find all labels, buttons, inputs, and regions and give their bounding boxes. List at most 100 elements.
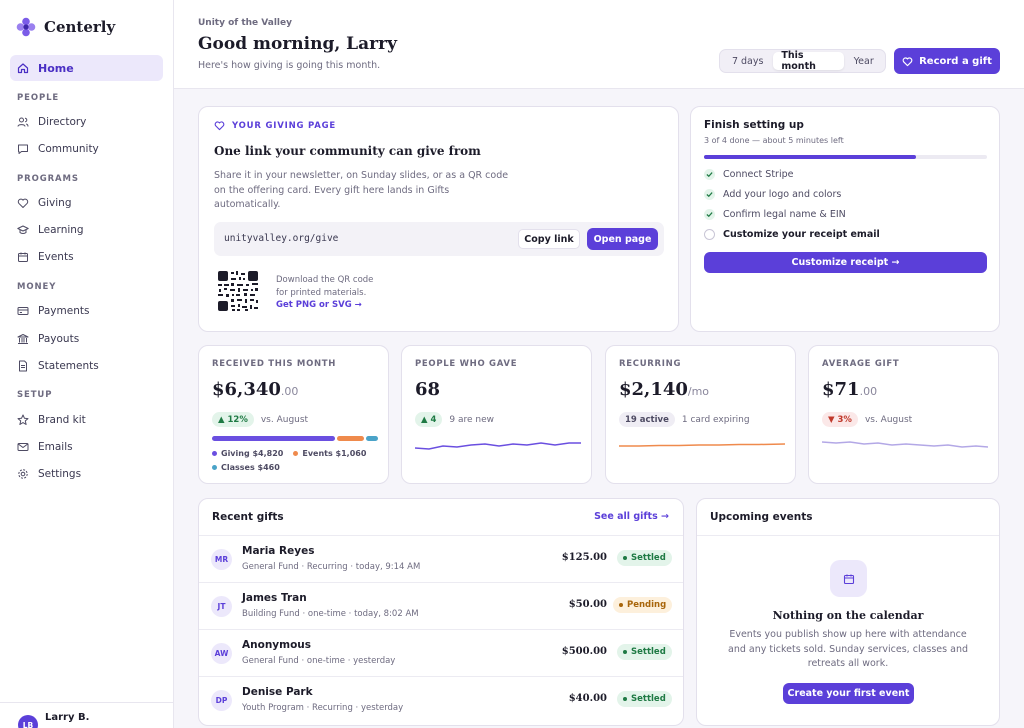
table-row[interactable]: MR Maria Reyes General Fund · Recurring … bbox=[199, 535, 683, 582]
setup-step[interactable]: Confirm legal name & EIN bbox=[704, 209, 846, 220]
setup-card: Finish setting up 3 of 4 done — about 5 … bbox=[690, 106, 1000, 332]
stat-note: 9 are new bbox=[449, 414, 495, 425]
legend-item-classes: Classes $460 bbox=[212, 463, 280, 472]
stat-value: $6,340.00 bbox=[212, 379, 298, 400]
qr-code-icon[interactable] bbox=[216, 269, 260, 313]
sidebar-item-events[interactable]: Events bbox=[17, 249, 74, 265]
sidebar-item-label: Community bbox=[38, 143, 99, 155]
sidebar-item-directory[interactable]: Directory bbox=[17, 114, 86, 130]
stat-meta: ▲ 12% vs. August bbox=[212, 412, 308, 427]
user-menu[interactable]: LB Larry B. bbox=[0, 702, 174, 728]
giving-url[interactable]: unityvalley.org/give bbox=[224, 233, 339, 244]
copy-link-button[interactable]: Copy link bbox=[518, 229, 580, 249]
legend-amount: $460 bbox=[257, 463, 280, 472]
sidebar-item-community[interactable]: Community bbox=[17, 141, 99, 157]
gift-amount: $50.00 bbox=[568, 599, 607, 610]
setup-step-label: Customize your receipt email bbox=[723, 229, 880, 240]
page-header: Unity of the Valley Good morning, Larry … bbox=[174, 0, 1024, 89]
sidebar-item-giving[interactable]: Giving bbox=[17, 195, 72, 211]
brand[interactable]: Centerly bbox=[16, 17, 115, 37]
giving-eyebrow: YOUR GIVING PAGE bbox=[214, 120, 336, 131]
sidebar-item-label: Emails bbox=[38, 441, 73, 453]
stat-recurring: RECURRING $2,140/mo 19 active 1 card exp… bbox=[605, 345, 796, 484]
giving-title: One link your community can give from bbox=[214, 144, 481, 158]
qr-text-line: for printed materials. bbox=[276, 288, 367, 298]
sidebar-item-label: Events bbox=[38, 251, 74, 263]
sparkline-line bbox=[619, 443, 785, 447]
sidebar-item-payments[interactable]: Payments bbox=[17, 303, 89, 319]
document-icon bbox=[19, 360, 27, 372]
status-badge: Settled bbox=[617, 644, 672, 660]
gift-amount: $125.00 bbox=[561, 552, 607, 563]
sidebar-item-emails[interactable]: Emails bbox=[17, 439, 73, 455]
gift-amount: $500.00 bbox=[561, 646, 607, 657]
recent-gifts-title: Recent gifts bbox=[212, 511, 284, 523]
qr-text-line: Download the QR code bbox=[276, 275, 374, 285]
qr-download-link[interactable]: Get PNG or SVG → bbox=[276, 300, 362, 310]
avatar: DP bbox=[211, 690, 232, 711]
upcoming-events-title: Upcoming events bbox=[710, 511, 813, 523]
nav-section-people: PEOPLE bbox=[17, 93, 60, 103]
setup-progress-bar bbox=[704, 155, 987, 159]
table-row[interactable]: AW Anonymous General Fund · one-time · y… bbox=[199, 629, 683, 676]
setup-step[interactable]: Connect Stripe bbox=[704, 169, 793, 180]
nav-section-programs: PROGRAMS bbox=[17, 174, 79, 184]
check-icon bbox=[704, 189, 715, 200]
setup-title: Finish setting up bbox=[704, 119, 804, 131]
page-title: Good morning, Larry bbox=[198, 34, 397, 54]
status-badge: Settled bbox=[617, 691, 672, 707]
stat-value-cents: .00 bbox=[280, 385, 299, 398]
legend-name: Giving bbox=[221, 449, 250, 458]
range-year[interactable]: Year bbox=[853, 55, 874, 67]
nav-section-money: MONEY bbox=[17, 282, 57, 292]
setup-step[interactable]: Add your logo and colors bbox=[704, 189, 841, 200]
stat-value-cents: .00 bbox=[859, 385, 878, 398]
sidebar: Centerly Home PEOPLE Directory Community… bbox=[0, 0, 174, 728]
table-row[interactable]: DP Denise Park Youth Program · Recurring… bbox=[199, 676, 683, 723]
stat-label: AVERAGE GIFT bbox=[822, 359, 900, 369]
create-event-button[interactable]: Create your first event bbox=[783, 683, 914, 704]
chat-icon bbox=[18, 144, 28, 154]
see-all-gifts-link[interactable]: See all gifts → bbox=[594, 511, 669, 522]
heart-icon bbox=[214, 121, 225, 131]
calendar-icon bbox=[830, 560, 867, 597]
heart-icon bbox=[17, 198, 29, 208]
empty-circle-icon bbox=[704, 229, 715, 240]
legend-name: Classes bbox=[221, 463, 255, 472]
upcoming-events-card: Upcoming events Nothing on the calendar … bbox=[696, 498, 1000, 726]
open-page-button[interactable]: Open page bbox=[587, 228, 658, 250]
setup-step-label: Add your logo and colors bbox=[723, 189, 842, 200]
sidebar-item-payouts[interactable]: Payouts bbox=[17, 331, 79, 347]
sparkline-average bbox=[822, 441, 988, 448]
sparkline-line bbox=[415, 442, 581, 450]
star-icon bbox=[17, 414, 29, 425]
graduation-cap-icon bbox=[17, 225, 29, 234]
sidebar-item-brand-kit[interactable]: Brand kit bbox=[17, 412, 86, 428]
status-badge: Pending bbox=[613, 597, 673, 613]
breakdown-bar bbox=[212, 436, 378, 441]
table-row[interactable]: JT James Tran Building Fund · one-time ·… bbox=[199, 582, 683, 629]
sidebar-item-home[interactable]: Home bbox=[10, 55, 163, 81]
org-name: Unity of the Valley bbox=[198, 18, 292, 28]
range-7-days[interactable]: 7 days bbox=[731, 55, 764, 67]
gift-donor: Denise Park bbox=[242, 686, 313, 698]
range-this-month[interactable]: This month bbox=[773, 50, 845, 72]
sidebar-item-learning[interactable]: Learning bbox=[17, 222, 84, 238]
customize-receipt-button[interactable]: Customize receipt → bbox=[704, 252, 987, 273]
record-gift-button[interactable]: Record a gift bbox=[894, 48, 1000, 74]
giving-description: Share it in your newsletter, on Sunday s… bbox=[214, 170, 509, 210]
avatar: AW bbox=[211, 643, 232, 664]
date-range-toggle: 7 days This month Year bbox=[719, 49, 886, 73]
setup-step[interactable]: Customize your receipt email bbox=[704, 229, 880, 240]
stat-value-main: $2,140 bbox=[619, 379, 688, 400]
gift-details: Youth Program · Recurring · yesterday bbox=[242, 703, 404, 713]
nav-section-setup: SETUP bbox=[17, 390, 53, 400]
avatar: JT bbox=[211, 596, 232, 617]
sidebar-item-label: Brand kit bbox=[38, 414, 86, 426]
compare-text: vs. August bbox=[260, 414, 309, 425]
sidebar-item-statements[interactable]: Statements bbox=[17, 358, 99, 374]
setup-progress-fill bbox=[704, 155, 917, 159]
page-subtitle: Here's how giving is going this month. bbox=[198, 60, 381, 71]
sidebar-item-settings[interactable]: Settings bbox=[17, 466, 81, 482]
change-badge: ▲ 4 bbox=[415, 412, 443, 427]
